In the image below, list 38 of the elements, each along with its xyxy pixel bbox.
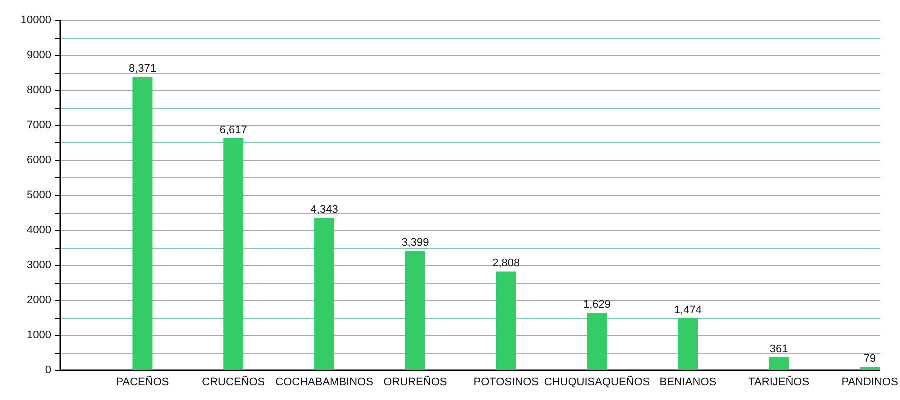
y-tick-label: 4000: [27, 224, 52, 236]
y-tick-label: 8000: [27, 84, 52, 96]
bar: [496, 272, 516, 370]
data-label: 2,808: [492, 258, 520, 270]
y-tick-label: 3000: [27, 260, 52, 272]
y-tick-label: 5000: [27, 190, 52, 202]
data-label: 1,474: [674, 304, 702, 316]
x-tick-label: PACEÑOS: [116, 376, 170, 388]
y-tick-label: 1000: [27, 330, 52, 342]
data-label: 8,371: [128, 63, 156, 76]
x-tick-label: PANDINOS: [842, 376, 898, 388]
bar: [860, 367, 880, 370]
data-label: 3,399: [402, 237, 430, 250]
bar: [769, 357, 790, 370]
x-tick-label: COCHABAMBINOS: [276, 376, 374, 388]
bar: [587, 312, 608, 370]
y-tick-label: 6000: [27, 154, 52, 166]
y-tick-label: 0: [45, 364, 52, 376]
x-tick-label: TARIJEÑOS: [748, 376, 810, 388]
data-label: 1,629: [584, 298, 612, 311]
bar: [224, 138, 244, 370]
x-tick-label: POTOSINOS: [474, 376, 539, 388]
x-tick-label: CRUCEÑOS: [202, 376, 266, 388]
y-tick-label: 2000: [27, 294, 52, 306]
bar: [132, 77, 153, 370]
data-label: 79: [864, 353, 876, 366]
data-label: 6,617: [220, 124, 248, 136]
data-label: 361: [770, 343, 788, 356]
bar: [405, 251, 426, 370]
y-tick-label: 7000: [27, 120, 52, 132]
y-tick-label: 9000: [27, 50, 52, 62]
x-tick-label: ORUREÑOS: [384, 376, 448, 388]
bar: [678, 318, 698, 370]
data-label: 4,343: [310, 204, 338, 216]
x-tick-label: BENIANOS: [660, 376, 717, 388]
y-tick-label: 10000: [20, 14, 52, 26]
x-tick-label: CHUQUISAQUEÑOS: [544, 376, 650, 388]
bar: [314, 218, 335, 370]
